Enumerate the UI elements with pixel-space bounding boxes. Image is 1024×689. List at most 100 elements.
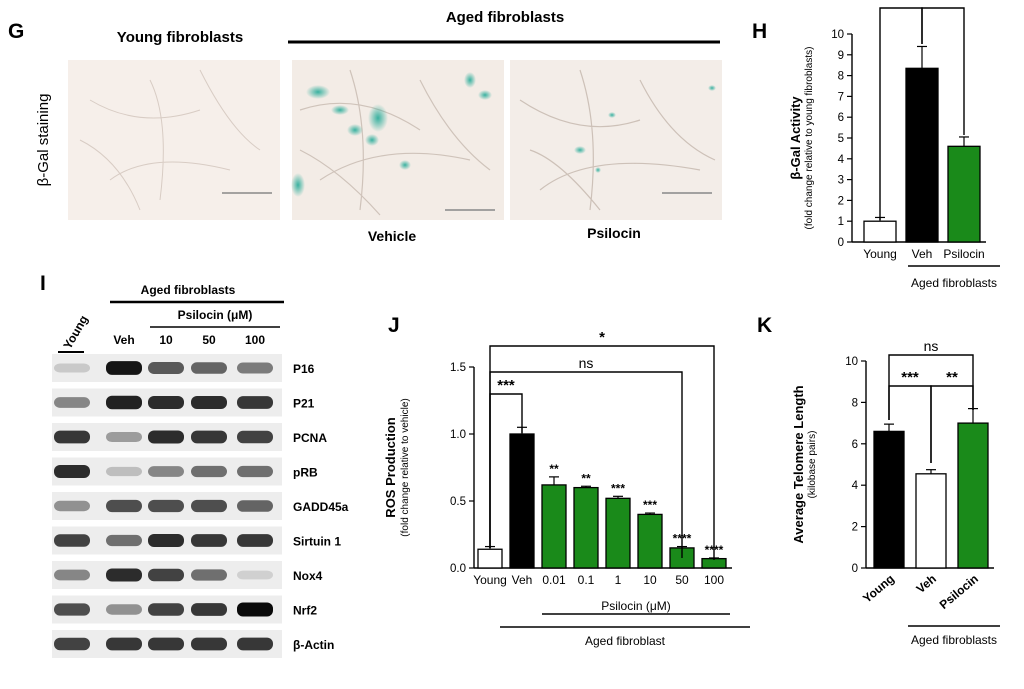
significance-brackets: *** ns * bbox=[489, 329, 715, 560]
blot-band bbox=[191, 569, 227, 581]
blot-young-label: Young bbox=[60, 313, 90, 352]
blot-band bbox=[54, 500, 90, 512]
y-tick-label: 3 bbox=[838, 175, 844, 187]
bar bbox=[509, 433, 535, 569]
blot-band bbox=[106, 637, 142, 651]
significance-label: ns bbox=[924, 338, 939, 354]
y-axis-title: Average Telomere Length bbox=[791, 385, 806, 543]
y-tick-label: 2 bbox=[852, 522, 858, 534]
significance-brackets: *** **ns bbox=[888, 338, 974, 463]
bars: ****************** bbox=[477, 426, 727, 569]
y-tick-label: 0 bbox=[838, 237, 844, 249]
blot-band bbox=[237, 500, 273, 512]
y-tick-label: 0.5 bbox=[450, 496, 466, 508]
young-fibroblasts-header: Young fibroblasts bbox=[117, 29, 243, 46]
significance-bracket bbox=[888, 354, 974, 420]
y-axis-subtitle: (kilobase pairs) bbox=[807, 431, 818, 499]
blot-band bbox=[148, 466, 184, 477]
blot-band bbox=[106, 395, 142, 410]
x-tick-label: Veh bbox=[914, 572, 939, 596]
group-label: Aged fibroblasts bbox=[911, 276, 997, 290]
panel-letter: K bbox=[757, 314, 772, 337]
bar bbox=[605, 497, 631, 569]
blot-band bbox=[106, 431, 142, 443]
y-tick-label: 8 bbox=[852, 397, 858, 409]
x-tick-label: Young bbox=[473, 573, 507, 587]
caption-psilocin: Psilocin bbox=[587, 225, 641, 241]
blot-protein-label: Sirtuin 1 bbox=[293, 535, 341, 549]
blot-row: Nrf2 bbox=[52, 595, 317, 624]
significance-bracket bbox=[921, 7, 965, 135]
caption-vehicle: Vehicle bbox=[368, 228, 416, 244]
blot-band bbox=[148, 568, 184, 582]
bar bbox=[477, 548, 503, 569]
x-tick-label: 10 bbox=[643, 573, 657, 587]
x-tick-label: Psilocin bbox=[937, 572, 981, 612]
bar bbox=[573, 486, 599, 569]
blot-protein-label: β-Actin bbox=[293, 638, 334, 652]
y-ticks: 0.0 0.5 1.0 1.5 bbox=[450, 362, 474, 575]
chart-k: K 0 2 4 6 8 10 Average Telomere Length (kilobase… bbox=[757, 314, 1000, 647]
y-axis-subtitle: (fold change relative to vehicle) bbox=[400, 398, 411, 536]
y-ticks: 0 2 4 6 8 10 bbox=[845, 356, 866, 575]
bar bbox=[701, 557, 727, 569]
blot-band bbox=[237, 570, 273, 580]
blot-band bbox=[106, 604, 142, 615]
x-tick-label: Young bbox=[860, 572, 897, 606]
bar bbox=[637, 513, 663, 569]
bar bbox=[873, 430, 905, 569]
blot-band bbox=[191, 499, 227, 513]
blot-band bbox=[148, 533, 184, 548]
blot-band bbox=[106, 466, 142, 477]
blot-protein-label: PCNA bbox=[293, 431, 327, 445]
significance-bracket bbox=[489, 345, 715, 560]
blot-band bbox=[191, 465, 227, 478]
blot-band bbox=[191, 603, 227, 616]
y-tick-label: 1 bbox=[838, 216, 844, 228]
blot-protein-label: Nox4 bbox=[293, 569, 323, 583]
blot-lane-label: 50 bbox=[202, 333, 216, 347]
y-tick-label: 1.0 bbox=[450, 429, 466, 441]
blot-band bbox=[106, 499, 142, 513]
blot-protein-label: GADD45a bbox=[293, 500, 349, 514]
significance-label: *** bbox=[497, 377, 515, 394]
y-tick-label: 6 bbox=[852, 439, 858, 451]
blot-band bbox=[191, 534, 227, 547]
bars bbox=[873, 408, 989, 569]
blot-row: Sirtuin 1 bbox=[52, 526, 341, 555]
blot-row: GADD45a bbox=[52, 492, 349, 520]
x-tick-label: 0.01 bbox=[542, 573, 566, 587]
significance-brackets: **** bbox=[879, 0, 965, 220]
blot-row: PCNA bbox=[52, 423, 327, 451]
y-axis-title: β-Gal Activity bbox=[788, 96, 803, 180]
bar-significance-label: ** bbox=[581, 471, 591, 485]
panel-g: G Young fibroblasts Aged fibroblasts β-G… bbox=[8, 9, 722, 244]
blot-band bbox=[148, 395, 184, 410]
blot-band bbox=[54, 397, 90, 408]
blot-band bbox=[54, 464, 90, 479]
micrograph-young bbox=[68, 60, 280, 220]
blot-band bbox=[54, 534, 90, 547]
blot-band bbox=[106, 361, 142, 375]
panel-letter: H bbox=[752, 20, 767, 43]
bar-significance-label: *** bbox=[611, 481, 625, 495]
y-tick-label: 0 bbox=[852, 563, 858, 575]
micrograph-psilocin bbox=[510, 60, 722, 220]
blot-band bbox=[54, 637, 90, 651]
subgroup-label: Psilocin (μM) bbox=[601, 599, 671, 613]
chart-j: J 0.0 0.5 1.0 1.5 ROS Production (fold change … bbox=[383, 314, 750, 648]
y-tick-label: 5 bbox=[838, 133, 844, 145]
blot-row: P21 bbox=[52, 388, 315, 417]
panel-i-letter: I bbox=[40, 272, 46, 295]
panel-g-letter: G bbox=[8, 20, 24, 43]
blot-band bbox=[106, 568, 142, 582]
y-tick-label: 0.0 bbox=[450, 563, 466, 575]
significance-label: *** bbox=[892, 0, 910, 8]
blot-band bbox=[191, 395, 227, 410]
blot-lane-label: 10 bbox=[159, 333, 173, 347]
blot-lane-label: Veh bbox=[113, 333, 134, 347]
x-tick-label: Veh bbox=[512, 573, 533, 587]
blot-band bbox=[148, 499, 184, 513]
blot-band bbox=[191, 637, 227, 651]
blot-protein-label: Nrf2 bbox=[293, 604, 317, 618]
